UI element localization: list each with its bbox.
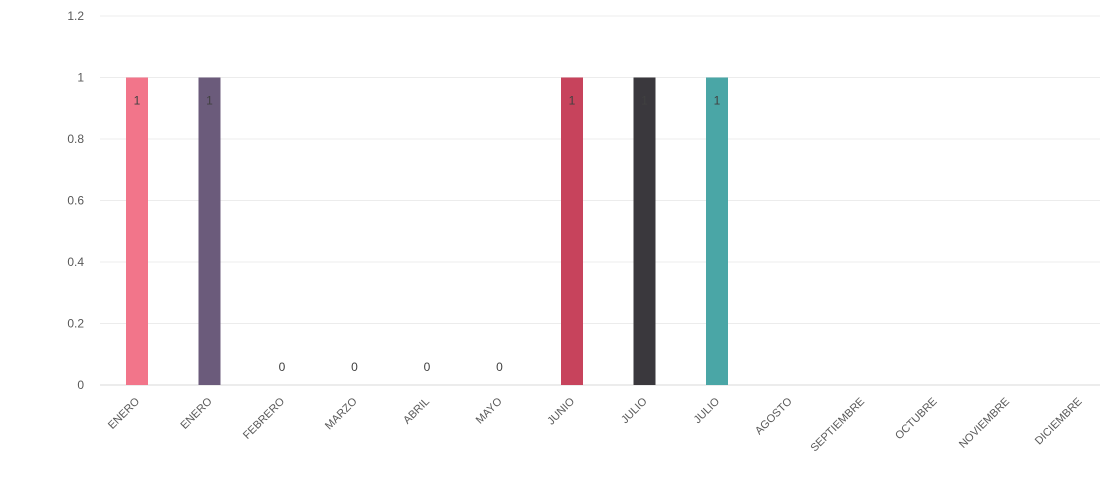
x-category-label: SEPTIEMBRE: [808, 396, 867, 455]
bar: [198, 77, 221, 385]
y-tick-label: 0.6: [67, 194, 84, 208]
data-label: 1: [134, 94, 141, 108]
y-tick-label: 0.2: [67, 317, 84, 331]
x-axis-categories: ENERO ENERO FEBRERO MARZO ABRIL MAYO JUNIO JULI…: [106, 395, 1085, 454]
data-label: 1: [714, 94, 721, 108]
x-category-label: ABRIL: [401, 396, 432, 427]
bars: [126, 77, 728, 385]
x-category-label: JUNIO: [545, 395, 577, 427]
y-tick-label: 0.8: [67, 132, 84, 146]
data-label: 1: [641, 94, 648, 108]
x-category-label: ENERO: [106, 395, 142, 431]
x-category-label: AGOSTO: [753, 395, 795, 437]
x-category-label: OCTUBRE: [893, 396, 940, 443]
x-category-label: ENERO: [178, 395, 214, 431]
bar: [126, 77, 148, 385]
data-label: 0: [496, 360, 503, 374]
y-tick-label: 0.4: [67, 255, 84, 269]
x-category-label: MARZO: [323, 395, 360, 432]
data-label: 0: [351, 360, 358, 374]
data-label: 0: [424, 360, 431, 374]
y-tick-label: 1: [77, 71, 84, 85]
x-category-label: JULIO: [692, 395, 723, 426]
x-category-label: FEBRERO: [241, 395, 287, 441]
x-category-label: JULIO: [619, 395, 650, 426]
data-label: 0: [279, 360, 286, 374]
bar: [633, 77, 656, 385]
data-label: 1: [206, 94, 213, 108]
x-category-label: MAYO: [474, 395, 505, 426]
data-label: 1: [569, 94, 576, 108]
y-tick-label: 1.2: [67, 9, 84, 23]
data-labels: 1 1 0 0 0 0 1 1 1: [134, 94, 721, 375]
y-axis-ticks: 0 0.2 0.4 0.6 0.8 1 1.2: [67, 9, 84, 392]
x-category-label: DICIEMBRE: [1033, 396, 1085, 448]
y-tick-label: 0: [77, 378, 84, 392]
bar: [561, 77, 583, 385]
gridlines: [100, 15, 1100, 324]
x-category-label: NOVIEMBRE: [957, 396, 1012, 451]
bar: [706, 77, 728, 385]
